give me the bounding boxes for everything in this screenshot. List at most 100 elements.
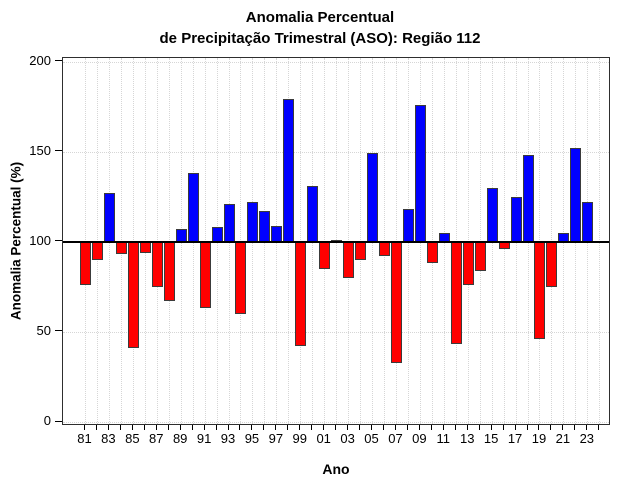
x-axis-tick-label: 81: [77, 431, 92, 446]
x-axis-tick-label: 99: [292, 431, 307, 446]
x-axis-tick-label: 11: [436, 431, 451, 446]
bar-2010: [426, 241, 438, 264]
x-axis-tick: [95, 425, 97, 430]
bar-2016: [498, 241, 510, 249]
x-axis-tick: [239, 425, 241, 430]
x-axis-tick-label: 15: [483, 431, 499, 446]
y-axis-tick: [55, 150, 62, 152]
bar-1990: [187, 173, 199, 242]
bar-1995: [247, 202, 259, 242]
x-axis-tick-label: 97: [268, 431, 284, 446]
x-axis-tick: [299, 425, 301, 430]
x-axis-tick: [131, 425, 133, 430]
y-axis-tick-label: 50: [36, 322, 51, 338]
bar-2023: [582, 202, 594, 242]
x-axis-tick: [550, 425, 552, 430]
x-axis-tick: [442, 425, 444, 430]
bar-2018: [522, 155, 534, 242]
x-axis-tick-label: 89: [172, 431, 188, 446]
bar-2022: [570, 148, 582, 242]
bar-1993: [223, 203, 235, 242]
bar-1982: [91, 241, 103, 260]
x-axis-tick: [394, 425, 396, 430]
x-axis-tick: [371, 425, 373, 430]
baseline-100-line: [63, 240, 609, 243]
x-axis-tick: [478, 425, 480, 430]
x-axis-tick-label: 91: [196, 431, 212, 446]
chart-title: Anomalia Percentual de Precipitação Trim…: [0, 7, 640, 49]
bar-2000: [307, 185, 319, 242]
x-axis-tick: [323, 425, 325, 430]
bar-2017: [510, 196, 522, 242]
bar-2013: [462, 241, 474, 285]
x-axis-tick-label: 05: [364, 431, 379, 446]
y-axis-tick: [55, 330, 62, 332]
bar-1986: [139, 241, 151, 253]
x-axis-tick-label: 01: [316, 431, 331, 446]
x-axis-title: Ano: [322, 461, 350, 477]
bar-1996: [259, 211, 271, 242]
x-axis-tick-label: 83: [101, 431, 116, 446]
y-axis-tick: [55, 420, 62, 422]
bar-1997: [271, 225, 283, 242]
x-axis-tick: [107, 425, 109, 430]
x-axis-tick: [155, 425, 157, 430]
x-axis-tick: [215, 425, 217, 430]
x-axis-tick-label: 87: [149, 431, 164, 446]
bar-1999: [295, 241, 307, 347]
x-axis-tick: [263, 425, 265, 430]
y-axis-tick-label: 100: [29, 232, 51, 248]
bar-1998: [283, 99, 295, 242]
chart-title-line2: de Precipitação Trimestral (ASO): Região…: [159, 30, 481, 47]
bar-2001: [319, 241, 331, 269]
gridline-horizontal: [63, 331, 609, 333]
x-axis-tick: [167, 425, 169, 430]
x-axis-tick-label: 03: [340, 431, 355, 446]
bar-2005: [367, 153, 379, 242]
bar-2020: [546, 241, 558, 287]
bar-2014: [474, 241, 486, 271]
x-axis-tick: [311, 425, 313, 430]
x-axis-tick-label: 85: [125, 431, 140, 446]
x-axis-tick-label: 23: [579, 431, 595, 446]
x-axis-tick: [383, 425, 384, 430]
x-axis-tick: [490, 425, 492, 430]
gridline-horizontal: [63, 422, 609, 423]
x-axis-tick: [203, 425, 205, 430]
x-axis-tick: [335, 425, 337, 430]
bar-1984: [115, 241, 127, 255]
x-axis-tick-label: 95: [244, 431, 260, 446]
x-axis-tick: [275, 425, 277, 430]
bar-2015: [486, 187, 498, 242]
x-axis-tick: [119, 425, 121, 430]
bar-1985: [127, 241, 139, 349]
bar-2012: [450, 241, 462, 345]
y-axis-tick: [55, 240, 62, 242]
x-axis-tick: [179, 425, 181, 430]
x-axis-tick: [406, 425, 408, 430]
x-axis-tick: [287, 425, 289, 430]
bar-1991: [199, 241, 211, 309]
x-axis-tick: [598, 425, 600, 430]
x-axis-tick-label: 17: [507, 431, 523, 446]
x-axis-tick: [574, 425, 576, 430]
x-axis-tick-label: 07: [388, 431, 403, 446]
gridline-horizontal: [63, 61, 609, 63]
bar-1987: [151, 241, 163, 287]
bar-1988: [163, 241, 175, 302]
x-axis-tick-label: 19: [531, 431, 547, 446]
bar-2006: [379, 241, 390, 257]
x-axis-tick: [430, 425, 432, 430]
bar-2019: [534, 241, 546, 340]
bar-2004: [355, 241, 367, 260]
x-axis-tick: [347, 425, 349, 430]
x-axis-tick: [466, 425, 468, 430]
x-axis-tick: [586, 425, 588, 430]
x-axis-tick: [514, 425, 516, 430]
x-axis-tick-label: 93: [220, 431, 236, 446]
x-axis-tick: [251, 425, 253, 430]
y-axis-tick-label: 200: [29, 52, 51, 68]
bar-2008: [402, 209, 414, 242]
x-axis-tick: [454, 425, 456, 430]
x-axis-tick: [227, 425, 229, 430]
